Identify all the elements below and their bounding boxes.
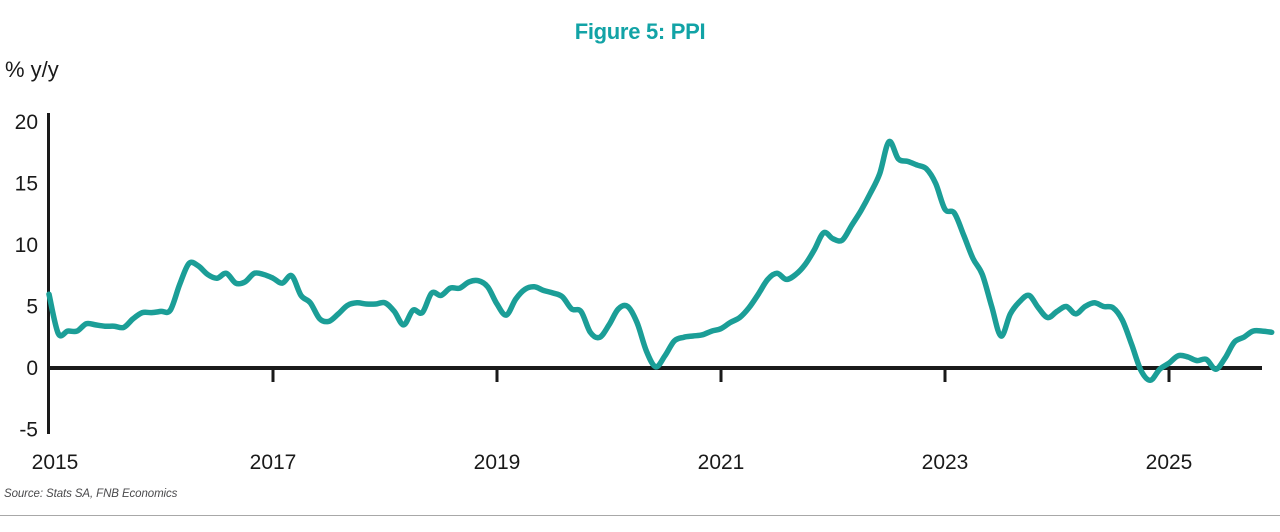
x-tick-label: 2025: [1146, 451, 1193, 474]
y-tick-label: 10: [15, 234, 38, 257]
ppi-series-line: [46, 138, 1275, 384]
y-tick-label: 0: [26, 357, 38, 380]
bottom-divider: [0, 515, 1280, 516]
x-tick-label: 2023: [922, 451, 969, 474]
x-tick-label: 2017: [250, 451, 297, 474]
x-tick-label: 2015: [32, 451, 79, 474]
y-tick-label: 15: [15, 173, 38, 196]
y-tick-label: 20: [15, 111, 38, 134]
y-axis-unit-label: % y/y: [5, 57, 59, 82]
x-tick-label: 2019: [474, 451, 521, 474]
y-tick-label: -5: [19, 419, 38, 442]
x-tick-label: 2021: [698, 451, 745, 474]
y-tick-label: 5: [26, 296, 38, 319]
figure-title: Figure 5: PPI: [574, 19, 706, 44]
source-note: Source: Stats SA, FNB Economics: [4, 488, 178, 500]
